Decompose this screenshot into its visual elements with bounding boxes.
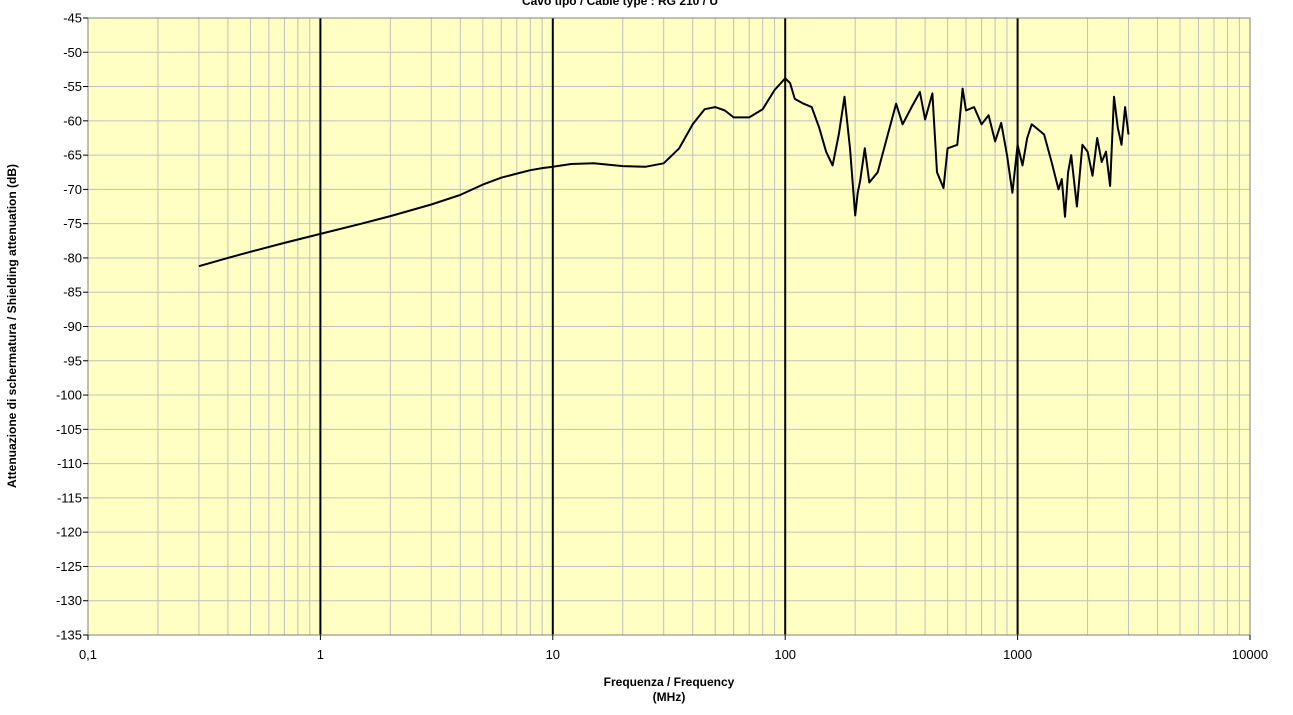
chart-title: Cavo tipo / Cable type : RG 210 / U [522, 0, 718, 8]
y-tick-label: -135 [56, 628, 82, 643]
y-tick-label: -85 [63, 285, 82, 300]
x-tick-label: 0,1 [79, 647, 97, 662]
y-tick-label: -125 [56, 559, 82, 574]
x-tick-label: 100 [774, 647, 796, 662]
x-axis-unit: (MHz) [653, 690, 686, 704]
y-tick-label: -110 [57, 456, 82, 471]
y-axis-title: Attenuazione di schermatura / Shielding … [5, 164, 19, 488]
y-tick-label: -70 [63, 182, 82, 197]
y-tick-label: -105 [56, 422, 82, 437]
y-tick-label: -115 [57, 490, 82, 505]
y-tick-label: -60 [63, 113, 82, 128]
series-line [198, 77, 1130, 268]
grid [88, 17, 1250, 636]
y-tick-label: -80 [63, 250, 82, 265]
x-axis-title: Frequenza / Frequency [604, 675, 735, 689]
y-tick-label: -100 [56, 388, 82, 403]
y-tick-label: -120 [56, 525, 82, 540]
y-tick-label: -50 [63, 45, 82, 60]
x-tick-label: 1 [317, 647, 324, 662]
y-tick-label: -55 [63, 79, 82, 94]
x-ticks: 0,1 1 10 100 1000 10000 [79, 635, 1268, 662]
y-tick-label: -65 [63, 148, 82, 163]
x-tick-label: 10000 [1232, 647, 1268, 662]
y-ticks: -45 -50 -55 -60 -65 -70 -75 -80 -85 -90 -95 -100 -10… [56, 11, 88, 643]
y-tick-label: -130 [56, 593, 82, 608]
y-tick-label: -90 [63, 319, 82, 334]
y-tick-label: -75 [63, 216, 82, 231]
y-tick-label: -95 [63, 353, 82, 368]
x-tick-label: 1000 [1003, 647, 1032, 662]
x-tick-label: 10 [546, 647, 560, 662]
y-tick-label: -45 [63, 11, 82, 26]
